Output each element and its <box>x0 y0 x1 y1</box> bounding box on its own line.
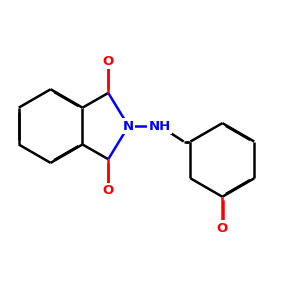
Text: O: O <box>217 221 228 235</box>
Text: O: O <box>103 184 114 197</box>
Text: NH: NH <box>149 120 171 133</box>
Text: O: O <box>103 55 114 68</box>
Text: N: N <box>123 120 134 133</box>
